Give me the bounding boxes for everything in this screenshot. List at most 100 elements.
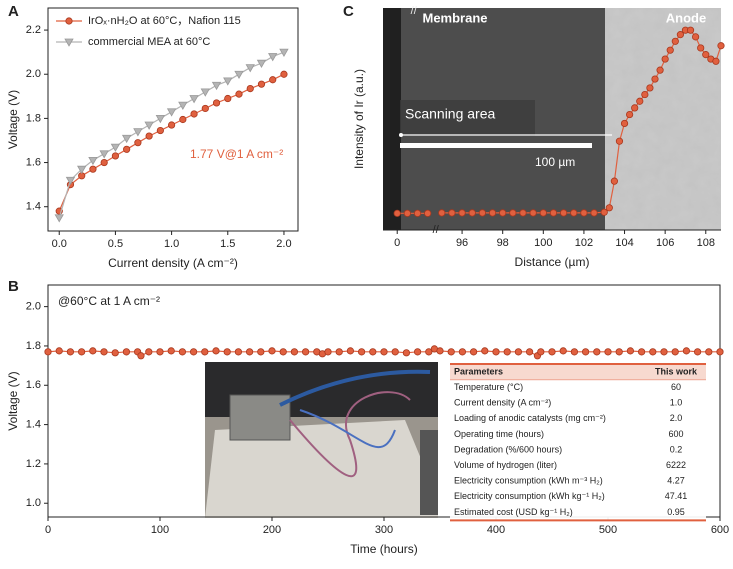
marker: [646, 84, 654, 92]
marker: [692, 33, 700, 41]
x-tick-label: 400: [487, 524, 505, 536]
x-tick-label: 100: [534, 237, 552, 249]
marker: [413, 348, 422, 356]
marker: [223, 77, 233, 86]
y-tick-label: 2.0: [26, 68, 41, 80]
marker: [200, 88, 210, 97]
marker: [499, 209, 507, 217]
table-row-bg: [450, 504, 706, 521]
marker: [279, 48, 289, 57]
marker: [503, 348, 511, 356]
x-tick-label: 104: [615, 237, 633, 249]
marker: [301, 348, 310, 356]
x-tick-label: 0: [45, 524, 51, 536]
marker: [636, 97, 644, 105]
table-row-bg: [450, 380, 706, 396]
table-cell: Degradation (%/600 hours): [454, 444, 562, 454]
y-tick-label: 1.6: [26, 379, 41, 391]
table-cell: Current density (A cm⁻²): [454, 398, 551, 408]
marker: [144, 121, 154, 130]
marker: [651, 75, 659, 83]
x-tick-label: 100: [151, 524, 169, 536]
x-tick-label: 500: [599, 524, 617, 536]
y-tick-label: 1.4: [26, 201, 41, 213]
marker: [245, 64, 255, 73]
axis-break: //: [411, 5, 418, 17]
table-cell: 2.0: [670, 413, 683, 423]
marker: [686, 26, 695, 34]
marker: [448, 209, 456, 217]
marker: [514, 348, 523, 356]
marker: [615, 348, 623, 356]
marker: [211, 81, 222, 91]
marker: [137, 352, 145, 360]
marker: [111, 152, 120, 160]
marker: [122, 348, 131, 356]
inset-photo: [205, 362, 438, 518]
marker: [570, 209, 578, 217]
table-row-bg: [450, 442, 706, 459]
table-cell: 0.2: [670, 444, 683, 454]
marker: [660, 348, 668, 356]
marker: [424, 209, 432, 217]
marker: [717, 42, 725, 50]
marker: [509, 209, 517, 217]
marker: [123, 145, 131, 153]
marker: [620, 119, 629, 128]
marker: [212, 99, 221, 107]
table-cell: Electricity consumption (kWh kg⁻¹ H₂): [454, 491, 605, 501]
marker: [438, 209, 446, 217]
marker: [145, 132, 153, 140]
marker: [134, 139, 142, 147]
table-cell: 600: [668, 429, 683, 439]
marker: [666, 46, 674, 54]
series-line: [58, 51, 285, 218]
marker: [155, 114, 166, 124]
x-tick-label: 106: [656, 237, 674, 249]
marker: [234, 70, 244, 80]
table-cell: 4.27: [667, 476, 685, 486]
marker: [481, 347, 489, 355]
marker: [436, 347, 444, 355]
x-tick-label: 1.0: [164, 238, 179, 250]
legend-label: commercial MEA at 60°C: [88, 36, 210, 48]
marker: [100, 348, 108, 356]
legend-marker: [65, 17, 73, 25]
legend-marker: [64, 38, 74, 47]
table-cell: Estimated cost (USD kg⁻¹ H₂): [454, 507, 573, 517]
marker: [100, 158, 108, 167]
marker: [166, 108, 177, 117]
table-cell: Volume of hydrogen (liter): [454, 460, 557, 470]
marker: [590, 209, 598, 217]
marker: [548, 348, 556, 356]
table-cell: 0.95: [667, 507, 685, 517]
marker: [65, 176, 76, 186]
y-tick-label: 1.4: [26, 418, 41, 430]
plot-frame: [47, 7, 299, 232]
marker: [224, 94, 232, 103]
marker: [610, 177, 618, 185]
annotation: Membrane: [422, 10, 487, 25]
table-row-bg: [450, 395, 706, 412]
x-axis-label: Distance (µm): [515, 255, 590, 269]
marker: [525, 348, 534, 356]
table-header-bg: [450, 365, 706, 379]
marker: [280, 70, 288, 78]
marker: [54, 214, 64, 223]
marker: [201, 348, 209, 356]
annotation: 100 µm: [535, 155, 575, 169]
marker: [661, 55, 669, 63]
table-row-bg: [450, 489, 706, 505]
table-cell: 6222: [666, 460, 686, 470]
marker: [156, 126, 164, 135]
marker: [705, 348, 713, 356]
table-cell: 1.0: [670, 398, 683, 408]
marker: [682, 347, 691, 355]
panel-label: B: [8, 278, 19, 295]
marker: [676, 31, 684, 39]
marker: [268, 347, 276, 355]
y-axis-label: Intensity of Ir (a.u.): [352, 69, 366, 169]
marker: [656, 66, 664, 74]
marker: [99, 150, 109, 159]
